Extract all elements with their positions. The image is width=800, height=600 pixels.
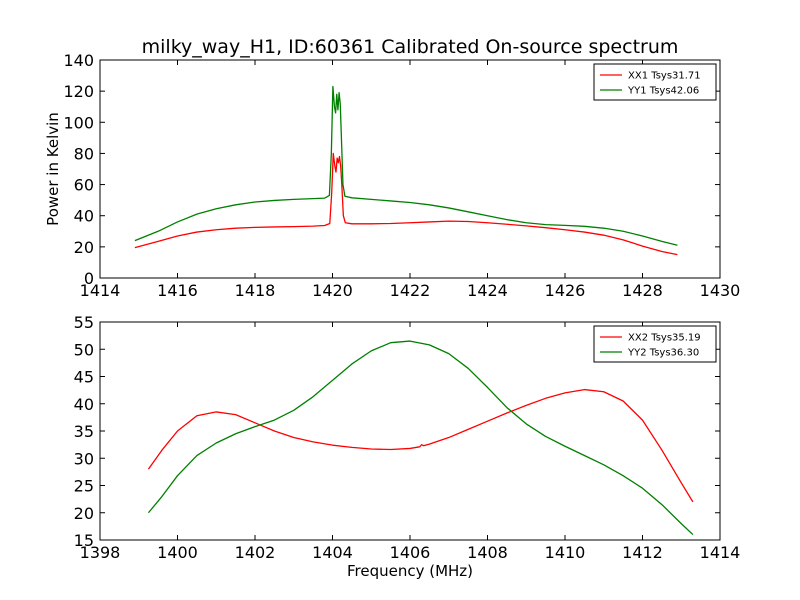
y-axis-label: Power in Kelvin <box>44 112 62 226</box>
x-tick-label: 1422 <box>390 281 431 300</box>
x-tick-label: 1404 <box>312 543 353 562</box>
x-tick-label: 1402 <box>235 543 276 562</box>
legend-entry-label: YY1 Tsys42.06 <box>627 86 699 97</box>
top-spectrum-plot: 1414 1416 1418 1420 1422 1424 1426 1428 1430 0 20 4… <box>44 51 740 300</box>
x-tick-label: 1414 <box>80 281 121 300</box>
y-tick-label: 40 <box>74 395 94 414</box>
legend-box <box>593 63 717 101</box>
y-tick-label: 0 <box>84 269 94 288</box>
y-tick-label: 30 <box>74 449 94 468</box>
x-tick-label: 1428 <box>622 281 663 300</box>
y-tick-label: 15 <box>74 531 94 550</box>
x-tick-label: 1408 <box>467 543 508 562</box>
legend: XX2 Tsys35.19 YY2 Tsys36.30 <box>593 325 717 363</box>
y-tick-label: 55 <box>74 313 94 332</box>
y-tick-label: 40 <box>74 207 94 226</box>
x-tick-label: 1412 <box>622 543 663 562</box>
x-tick-label: 1426 <box>545 281 586 300</box>
y-tick-label: 60 <box>74 176 94 195</box>
series-line-1 <box>147 388 694 503</box>
series-line-2 <box>134 85 678 246</box>
legend-box <box>593 325 717 363</box>
legend-entry-label: XX1 Tsys31.71 <box>628 71 701 82</box>
chart-title: milky_way_H1, ID:60361 Calibrated On-sou… <box>142 36 679 58</box>
x-tick-label: 1414 <box>700 543 741 562</box>
x-tick-label: 1420 <box>312 281 353 300</box>
y-tick-label: 100 <box>63 113 94 132</box>
y-tick-label: 25 <box>74 477 94 496</box>
y-tick-label: 45 <box>74 368 94 387</box>
bottom-spectrum-plot: 1398 1400 1402 1404 1406 1408 1410 1412 1414 15 20… <box>74 313 741 580</box>
y-tick-label: 140 <box>63 51 94 70</box>
x-tick-label: 1400 <box>157 543 198 562</box>
x-tick-label: 1430 <box>700 281 741 300</box>
legend: XX1 Tsys31.71 YY1 Tsys42.06 <box>593 63 717 101</box>
legend-entry-label: YY2 Tsys36.30 <box>627 348 699 359</box>
x-tick-label: 1424 <box>467 281 508 300</box>
x-tick-label: 1410 <box>545 543 586 562</box>
y-tick-label: 20 <box>74 238 94 257</box>
series-line-1 <box>134 152 678 256</box>
x-tick-label: 1418 <box>235 281 276 300</box>
y-tick-label: 20 <box>74 504 94 523</box>
y-tick-label: 35 <box>74 422 94 441</box>
y-tick-label: 50 <box>74 340 94 359</box>
legend-entry-label: XX2 Tsys35.19 <box>628 333 701 344</box>
x-tick-label: 1398 <box>80 543 121 562</box>
x-tick-label: 1406 <box>390 543 431 562</box>
y-tick-label: 120 <box>63 82 94 101</box>
series-line-2 <box>147 340 694 536</box>
y-tick-label: 80 <box>74 144 94 163</box>
x-tick-label: 1416 <box>157 281 198 300</box>
x-axis-label: Frequency (MHz) <box>347 562 473 580</box>
